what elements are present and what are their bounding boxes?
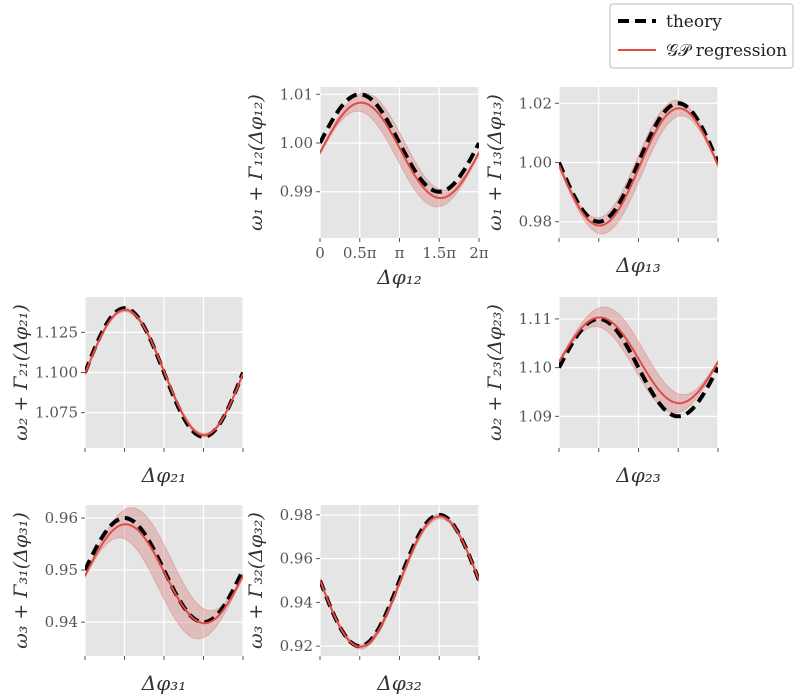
plot-series-31 [85, 507, 243, 640]
y-tick-label-13: 0.98 [519, 213, 552, 231]
gp-line-32 [320, 515, 479, 648]
plot-series-23 [559, 306, 718, 419]
y-tick-label-32: 0.96 [280, 550, 313, 568]
panel-31: 0.94 0.95 0.96 Δφ₃₁ ω₃ + Γ₃₁(Δφ₃₁) [10, 505, 244, 695]
panel-12: 0 0.5π π 1.5π 2π 0.99 1.00 1.01 Δφ₁₂ ω₁ + Γ₁₂(Δφ₁… [245, 85, 489, 289]
x-tick-label-12: 0.5π [343, 244, 377, 262]
gp-line-21 [85, 308, 243, 437]
gp-line-23 [559, 316, 718, 405]
panel-23: 1.09 1.10 1.11 Δφ₂₃ ω₂ + Γ₂₃(Δφ₂₃) [484, 297, 719, 487]
x-axis-label-13: Δφ₁₃ [615, 253, 660, 277]
x-axis-label-21: Δφ₂₁ [141, 463, 186, 487]
y-tick-label-21: 1.100 [35, 364, 78, 382]
y-tick-label-23: 1.11 [519, 310, 552, 328]
legend: theory 𝒢𝒫 regression [609, 3, 794, 69]
x-tick-label-12: 2π [469, 244, 489, 262]
x-tick-label-12: 1.5π [422, 244, 456, 262]
y-axis-label-13: ω₁ + Γ₁₃(Δφ₁₃) [484, 94, 506, 231]
y-tick-label-12: 1.01 [280, 85, 313, 103]
y-tick-label-12: 1.00 [280, 134, 313, 152]
theory-line-13 [559, 101, 718, 224]
legend-gp-label: 𝒢𝒫 regression [666, 41, 787, 61]
plot-series-32 [320, 512, 479, 650]
gp-line-13 [559, 107, 718, 227]
x-tick-label-12: π [395, 244, 405, 262]
y-tick-label-21: 1.075 [35, 404, 78, 422]
theory-line-31 [85, 516, 243, 625]
plot-series-21 [85, 306, 243, 439]
gp-line-31 [85, 523, 243, 625]
y-axis-label-23: ω₂ + Γ₂₃(Δφ₂₃) [484, 304, 506, 441]
theory-line-12 [320, 92, 479, 194]
y-axis-label-31: ω₃ + Γ₃₁(Δφ₃₁) [10, 512, 32, 649]
theory-line-23 [559, 316, 718, 419]
y-axis-label-32: ω₃ + Γ₃₂(Δφ₃₂) [245, 512, 267, 649]
y-tick-label-23: 1.10 [519, 359, 552, 377]
y-axis-label-21: ω₂ + Γ₂₁(Δφ₂₁) [10, 304, 32, 441]
x-axis-label-31: Δφ₃₁ [141, 671, 186, 695]
y-tick-label-13: 1.02 [519, 94, 552, 112]
y-tick-label-32: 0.94 [280, 593, 313, 611]
gp-line-12 [320, 101, 479, 200]
x-tick-label-12: 0 [315, 244, 325, 262]
panel-32: 0.92 0.94 0.96 0.98 Δφ₃₂ ω₃ + Γ₃₂(Δφ₃₂) [245, 505, 480, 695]
y-tick-label-13: 1.00 [519, 154, 552, 172]
y-tick-label-32: 0.98 [280, 506, 313, 524]
y-tick-label-31: 0.95 [45, 561, 78, 579]
x-axis-label-23: Δφ₂₃ [615, 463, 660, 487]
y-tick-label-32: 0.92 [280, 637, 313, 655]
y-tick-label-31: 0.96 [45, 509, 78, 527]
plot-series-13 [559, 100, 718, 235]
legend-theory-label: theory [666, 12, 722, 32]
panel-21: 1.075 1.100 1.125 Δφ₂₁ ω₂ + Γ₂₁(Δφ₂₁) [10, 297, 244, 487]
x-axis-label-32: Δφ₃₂ [376, 671, 421, 695]
x-axis-label-12: Δφ₁₂ [376, 265, 421, 289]
y-tick-label-12: 0.99 [280, 183, 313, 201]
y-axis-label-12: ω₁ + Γ₁₂(Δφ₁₂) [245, 94, 267, 231]
y-tick-label-21: 1.125 [35, 323, 78, 341]
panel-13: 0.98 1.00 1.02 Δφ₁₃ ω₁ + Γ₁₃(Δφ₁₃) [484, 87, 719, 277]
y-tick-label-23: 1.09 [519, 407, 552, 425]
plot-series-12 [320, 92, 479, 208]
y-tick-label-31: 0.94 [45, 613, 78, 631]
